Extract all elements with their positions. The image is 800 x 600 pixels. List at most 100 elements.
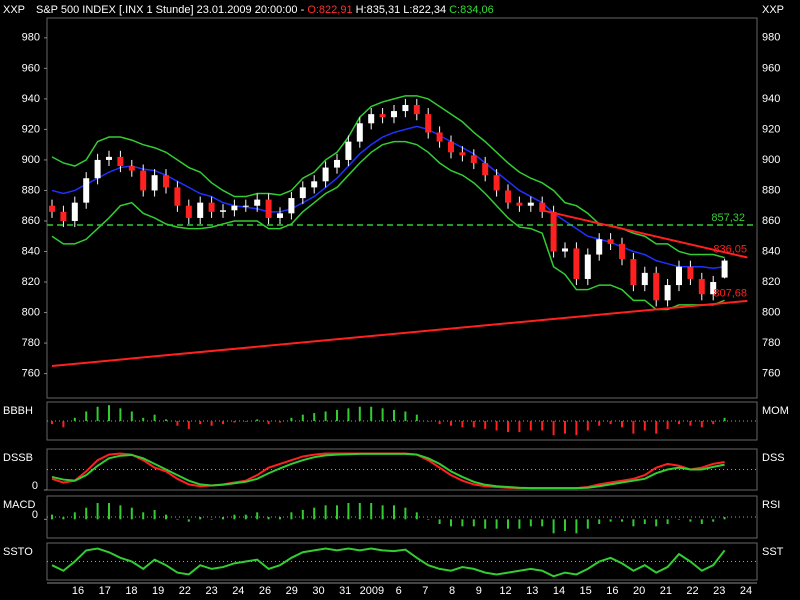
indicator-bar — [586, 519, 589, 529]
trend-line — [51, 299, 748, 367]
indicator-bar — [507, 519, 509, 529]
indicator-bar — [712, 421, 715, 425]
y-tick-label: 0 — [32, 509, 38, 521]
indicator-bar — [290, 417, 293, 421]
indicator-bar — [678, 519, 680, 520]
y-tick-label-right: 840 — [762, 245, 780, 257]
indicator-bar — [393, 505, 395, 520]
candle-body — [311, 181, 318, 188]
indicator-bar — [621, 421, 623, 428]
indicator-bar — [73, 512, 76, 520]
candle-body — [197, 202, 204, 218]
indicator-bar — [176, 421, 179, 426]
candle-body — [584, 254, 591, 279]
indicator-bar — [632, 421, 635, 434]
indicator-bar — [370, 406, 373, 421]
indicator-bar — [541, 421, 544, 431]
candle-body — [242, 205, 249, 207]
indicator-bar — [313, 413, 316, 421]
indicator-bar — [404, 411, 407, 421]
left-code: XXP — [3, 4, 25, 16]
y-tick-label-right: 800 — [762, 306, 780, 318]
y-tick-label: 920 — [22, 123, 40, 135]
candle-body — [345, 141, 352, 160]
indicator-bar — [495, 519, 498, 529]
x-tick-label: 22 — [686, 585, 698, 597]
header-info: S&P 500 INDEX [.INX 1 Stunde] 23.01.2009… — [36, 4, 494, 16]
indicator-bar — [564, 421, 566, 434]
x-tick-label: 23 — [713, 585, 725, 597]
indicator-bar — [165, 419, 167, 421]
candle-body — [254, 199, 261, 206]
x-tick-label: 15 — [580, 585, 592, 597]
candle-body — [436, 132, 443, 142]
indicator-bar — [233, 514, 236, 520]
y-tick-label: 760 — [22, 367, 40, 379]
indicator-bar — [678, 421, 680, 425]
indicator-bar — [381, 505, 384, 520]
indicator-bar — [256, 512, 259, 520]
indicator-bar — [62, 517, 65, 520]
indicator-bar — [256, 419, 259, 421]
indicator-bar — [199, 517, 202, 520]
candle-body — [322, 167, 329, 182]
y-tick-label-right: 940 — [762, 93, 780, 105]
indicator-bar — [712, 519, 715, 522]
indicator-bar — [393, 409, 395, 421]
candle-body — [710, 282, 717, 295]
indicator-bar — [267, 517, 270, 520]
indicator-bar — [666, 421, 669, 429]
trend-label: 836,05 — [713, 243, 747, 255]
candle-body — [653, 272, 660, 301]
candle-body — [117, 156, 124, 167]
indicator-bar — [450, 421, 452, 426]
indicator-bar — [199, 421, 202, 425]
y-tick-label-right: 960 — [762, 62, 780, 74]
candle-body — [562, 248, 568, 252]
x-tick-label: 24 — [232, 585, 244, 597]
indicator-bar — [244, 514, 247, 520]
indicator-bar — [336, 409, 338, 421]
candle-body — [288, 198, 295, 214]
x-tick-label: 19 — [152, 585, 164, 597]
indicator-bar — [438, 519, 441, 524]
candle-body — [265, 199, 272, 218]
candle-body — [448, 141, 454, 153]
x-tick-label: 31 — [339, 585, 351, 597]
indicator-bar — [176, 519, 179, 520]
x-tick-label: 23 — [205, 585, 217, 597]
indicator-bar — [461, 421, 464, 428]
indicator-bar — [575, 421, 578, 436]
indicator-bar — [336, 505, 338, 520]
candle-body — [140, 170, 147, 191]
indicator-bar — [324, 505, 327, 520]
indicator-bar — [598, 519, 601, 524]
x-tick-label: 14 — [553, 585, 565, 597]
open-price: O:822,91 — [307, 4, 352, 16]
indicator-bar — [108, 405, 110, 421]
indicator-bar — [643, 519, 646, 524]
indicator-bar — [666, 519, 669, 524]
indicator-bar — [267, 421, 270, 425]
indicator-bar — [210, 421, 213, 426]
indicator-bar — [427, 519, 430, 520]
y-tick-label-right: 980 — [762, 32, 780, 44]
candle-body — [151, 175, 158, 191]
x-tick-label: 21 — [660, 585, 672, 597]
indicator-bar — [210, 519, 213, 520]
candle-body — [470, 155, 477, 163]
indicator-name: MACD — [3, 499, 35, 511]
indicator-bar — [655, 421, 658, 434]
x-tick-label: 2009 — [360, 585, 384, 597]
indicator-bar — [153, 414, 156, 421]
candle-body — [231, 205, 238, 211]
indicator-bar — [96, 503, 99, 520]
y-tick-label: 0 — [32, 480, 38, 492]
candle-body — [163, 175, 169, 188]
candle-body — [402, 104, 409, 112]
x-tick-label: 12 — [499, 585, 511, 597]
indicator-bar — [233, 421, 236, 423]
indicator-bar — [347, 503, 350, 520]
x-tick-label: 16 — [606, 585, 618, 597]
